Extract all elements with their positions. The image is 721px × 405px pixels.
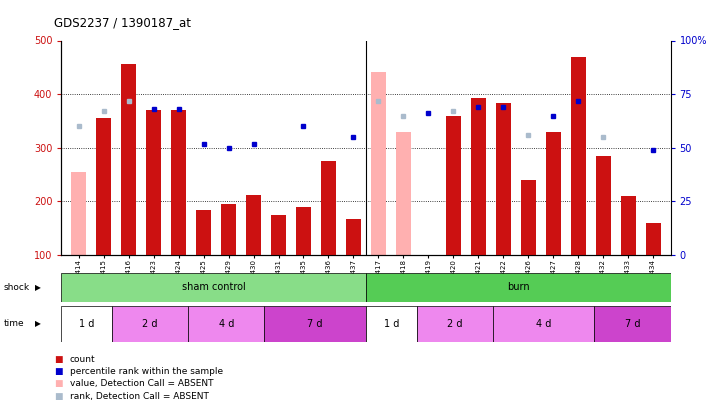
Text: ■: ■	[54, 392, 63, 401]
Bar	[121, 64, 136, 255]
Bar	[621, 196, 636, 255]
Bar	[346, 219, 361, 255]
Text: 2 d: 2 d	[142, 319, 158, 329]
Text: ▶: ▶	[35, 320, 40, 328]
Text: sham control: sham control	[182, 282, 245, 292]
Bar	[61, 273, 366, 302]
Bar	[71, 172, 87, 255]
Bar	[493, 306, 594, 342]
Bar	[271, 215, 286, 255]
Bar	[296, 207, 311, 255]
Bar	[645, 223, 660, 255]
Text: 1 d: 1 d	[79, 319, 94, 329]
Bar	[496, 103, 510, 255]
Text: 4 d: 4 d	[218, 319, 234, 329]
Text: rank, Detection Call = ABSENT: rank, Detection Call = ABSENT	[70, 392, 209, 401]
Text: value, Detection Call = ABSENT: value, Detection Call = ABSENT	[70, 379, 213, 388]
Text: shock: shock	[4, 283, 30, 292]
Text: 1 d: 1 d	[384, 319, 399, 329]
Text: ▶: ▶	[35, 283, 40, 292]
Text: count: count	[70, 355, 96, 364]
Bar	[61, 306, 112, 342]
Bar	[546, 132, 561, 255]
Bar	[112, 306, 188, 342]
Bar	[366, 306, 417, 342]
Bar	[570, 98, 585, 255]
Bar	[171, 110, 186, 255]
Text: time: time	[4, 320, 25, 328]
Bar	[521, 180, 536, 255]
Bar	[221, 204, 236, 255]
Bar	[596, 156, 611, 255]
Text: 7 d: 7 d	[307, 319, 323, 329]
Text: ■: ■	[54, 379, 63, 388]
Text: 4 d: 4 d	[536, 319, 552, 329]
Bar	[446, 116, 461, 255]
Text: percentile rank within the sample: percentile rank within the sample	[70, 367, 223, 376]
Text: ■: ■	[54, 355, 63, 364]
Bar	[96, 118, 111, 255]
Bar	[366, 273, 671, 302]
Bar	[265, 306, 366, 342]
Bar	[570, 57, 585, 255]
Bar	[246, 195, 261, 255]
Bar	[321, 161, 336, 255]
Text: 2 d: 2 d	[447, 319, 462, 329]
Bar	[396, 132, 411, 255]
Bar	[196, 209, 211, 255]
Bar	[417, 306, 493, 342]
Text: GDS2237 / 1390187_at: GDS2237 / 1390187_at	[54, 16, 191, 29]
Text: ■: ■	[54, 367, 63, 376]
Bar	[471, 98, 486, 255]
Text: burn: burn	[507, 282, 529, 292]
Bar	[594, 306, 671, 342]
Text: 7 d: 7 d	[624, 319, 640, 329]
Bar	[188, 306, 265, 342]
Bar	[146, 110, 162, 255]
Bar	[371, 72, 386, 255]
